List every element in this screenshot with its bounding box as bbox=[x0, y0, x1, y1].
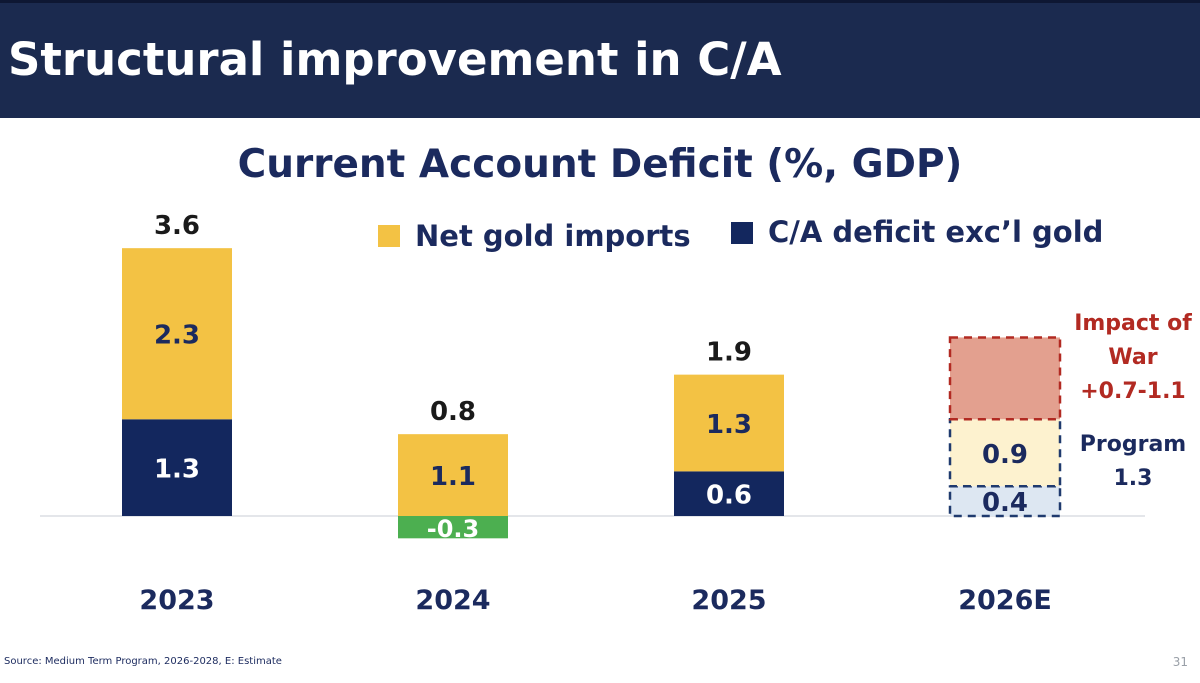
bar-segment-gold-2026E bbox=[948, 418, 1062, 488]
data-label-deficit-2026E: 0.4 bbox=[982, 488, 1028, 518]
annotation-impact-of-war-line-2: War bbox=[1108, 345, 1157, 370]
bar-segment-deficit-2024 bbox=[398, 516, 508, 539]
x-tick-label-2025: 2025 bbox=[691, 585, 766, 616]
legend-swatch-deficit bbox=[731, 222, 753, 244]
data-label-deficit-2024: -0.3 bbox=[427, 515, 479, 543]
total-label-2024: 0.8 bbox=[430, 397, 476, 427]
legend-label-deficit: C/A deficit exc’l gold bbox=[768, 215, 1103, 249]
annotation-impact-of-war-line-1: Impact of bbox=[1074, 311, 1192, 336]
bar-segment-gold-2025 bbox=[674, 374, 784, 472]
data-label-gold-2023: 2.3 bbox=[154, 321, 200, 351]
data-label-deficit-2023: 1.3 bbox=[154, 455, 200, 485]
annotation-program-line-2: 1.3 bbox=[1114, 466, 1153, 491]
data-label-gold-2026E: 0.9 bbox=[982, 440, 1028, 470]
header-bar: Structural improvement in C/A bbox=[0, 0, 1200, 118]
data-label-gold-2025: 1.3 bbox=[706, 410, 752, 440]
annotation-impact-of-war-line-3: +0.7-1.1 bbox=[1080, 379, 1186, 404]
page-number: 31 bbox=[1172, 655, 1188, 669]
total-label-2025: 1.9 bbox=[706, 338, 752, 368]
chart-title: Current Account Deficit (%, GDP) bbox=[237, 142, 963, 187]
x-tick-label-2026E: 2026E bbox=[958, 585, 1052, 616]
total-label-2023: 3.6 bbox=[154, 211, 200, 241]
bar-segment-deficit-2025 bbox=[674, 471, 784, 516]
annotation-program-line-1: Program bbox=[1080, 432, 1186, 457]
data-label-deficit-2025: 0.6 bbox=[706, 481, 752, 511]
bar-segment-gold-2023 bbox=[122, 248, 232, 420]
legend-label-gold: Net gold imports bbox=[415, 219, 691, 253]
bar-segment-deficit-2023 bbox=[122, 419, 232, 516]
source-note: Source: Medium Term Program, 2026-2028, … bbox=[4, 656, 282, 667]
bar-segment-gold-2024 bbox=[398, 434, 508, 516]
page-title: Structural improvement in C/A bbox=[8, 33, 782, 86]
bar-segment-impact-of-war bbox=[948, 336, 1062, 421]
data-label-gold-2024: 1.1 bbox=[430, 462, 476, 492]
legend-swatch-gold bbox=[378, 225, 400, 247]
bar-segment-deficit-2026E bbox=[948, 484, 1062, 518]
x-tick-label-2023: 2023 bbox=[139, 585, 214, 616]
x-tick-label-2024: 2024 bbox=[415, 585, 490, 616]
